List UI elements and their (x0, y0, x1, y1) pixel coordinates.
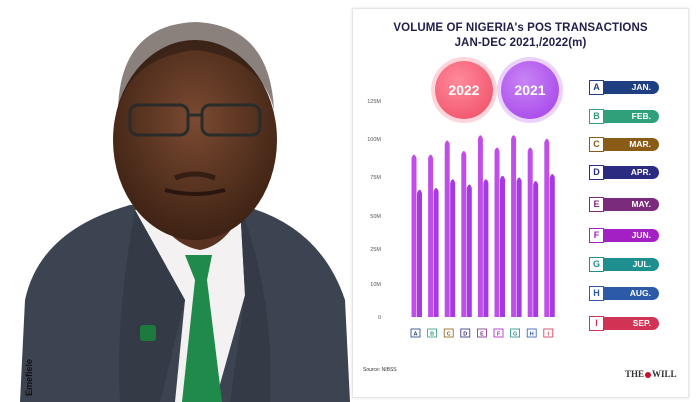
legend-letter: I (589, 316, 604, 331)
legend-item: AUG. H (589, 286, 659, 301)
shirt (135, 205, 245, 402)
chart-title: VOLUME OF NIGERIA's POS TRANSACTIONS (393, 22, 648, 34)
year-2021-badge: 2021 (501, 61, 559, 119)
y-tick-label: 100M (367, 137, 381, 143)
x-tick-box (443, 328, 454, 338)
legend-letter: E (589, 197, 604, 212)
x-tick-box (477, 328, 487, 338)
bar-2022 (461, 151, 467, 317)
legend-item: SEP. I (589, 316, 659, 331)
x-tick-label: H (530, 332, 534, 338)
publisher-logo: THE WILL (625, 369, 677, 379)
bar-2021 (533, 180, 539, 317)
bar-2022 (494, 147, 500, 317)
photo-credit: Emefiele (22, 350, 36, 398)
y-tick-label: 25M (370, 247, 381, 253)
tie (182, 255, 222, 402)
legend-label: AUG. (598, 287, 659, 300)
legend-item: APR. D (589, 165, 659, 180)
legend-label: FEB. (598, 110, 659, 123)
bar-2021 (483, 179, 489, 317)
legend-letter: D (589, 165, 604, 180)
x-tick-label: C (447, 332, 451, 338)
legend-label: SEP. (598, 317, 659, 330)
bar-2022 (477, 135, 483, 317)
portrait-illustration (20, 22, 350, 402)
glasses-left (128, 103, 190, 137)
glasses-right (200, 103, 262, 137)
photo-credit-text: Emefiele (24, 358, 34, 396)
x-tick-box (460, 328, 471, 338)
bar-2022 (544, 138, 550, 317)
bar-2022 (411, 154, 417, 317)
legend-letter: A (589, 80, 604, 95)
x-tick-box (543, 328, 554, 338)
legend-item: JUN. F (589, 228, 659, 243)
bar-chart: 0 10M 25M 50M 75M 100M 125M A B C D E F G H I (367, 99, 555, 338)
bar-2021 (500, 175, 505, 317)
infographic-panel: VOLUME OF NIGERIA's POS TRANSACTIONS JAN… (352, 8, 689, 398)
x-tick-box (510, 328, 521, 338)
logo-text-right: WILL (652, 369, 677, 379)
legend-letter: F (589, 228, 604, 243)
bar-2021 (417, 189, 422, 317)
y-tick-label: 0 (378, 315, 381, 321)
legend-item: MAR. C (589, 137, 659, 152)
legend-letter: C (589, 137, 604, 152)
x-tick-label: D (463, 332, 467, 338)
x-tick-box (526, 328, 537, 338)
bar-2022 (428, 154, 434, 317)
legend-item: JAN. A (589, 80, 659, 95)
x-tick-label: F (497, 332, 501, 338)
x-tick-box (493, 328, 504, 338)
y-tick-label: 125M (367, 99, 381, 105)
lapel-pin (140, 325, 156, 341)
legend-letter: G (589, 257, 604, 272)
bar-2021 (433, 188, 439, 317)
legend-item: MAY. E (589, 197, 659, 212)
legend-label: APR. (598, 166, 659, 179)
legend-label: JUL. (598, 258, 659, 271)
bar-2022 (527, 147, 533, 317)
face (113, 40, 277, 240)
source-note: Source: NIBSS (363, 367, 397, 373)
logo-text-left: THE (625, 369, 645, 379)
legend-label: MAR. (598, 138, 659, 151)
legend-item: JUL. G (589, 257, 659, 272)
x-tick-box (410, 328, 421, 338)
portrait-photo (20, 22, 350, 402)
bar-2022 (511, 135, 517, 317)
x-tick-label: I (548, 332, 550, 338)
legend-item: FEB. B (589, 109, 659, 124)
y-tick-label: 50M (370, 214, 381, 220)
legend-label: JUN. (598, 229, 659, 242)
bar-2021 (466, 184, 472, 317)
legend-letter: B (589, 109, 604, 124)
x-tick-label: A (414, 332, 418, 338)
y-tick-label: 10M (370, 282, 381, 288)
x-tick-label: E (480, 332, 484, 338)
chart-subtitle: JAN-DEC 2021,/2022(m) (454, 37, 587, 49)
x-tick-label: B (430, 332, 434, 338)
bar-2021 (549, 173, 555, 317)
bar-2021 (450, 179, 456, 317)
logo-dot-icon (645, 371, 652, 378)
legend-letter: H (589, 286, 604, 301)
year-2022-badge: 2022 (435, 61, 493, 119)
x-tick-label: G (513, 332, 517, 338)
legend-label: JAN. (598, 81, 659, 94)
legend-label: MAY. (598, 198, 659, 211)
x-tick-box (427, 328, 437, 338)
bar-2022 (444, 140, 450, 317)
bar-2021 (516, 177, 522, 317)
y-tick-label: 75M (370, 175, 381, 181)
